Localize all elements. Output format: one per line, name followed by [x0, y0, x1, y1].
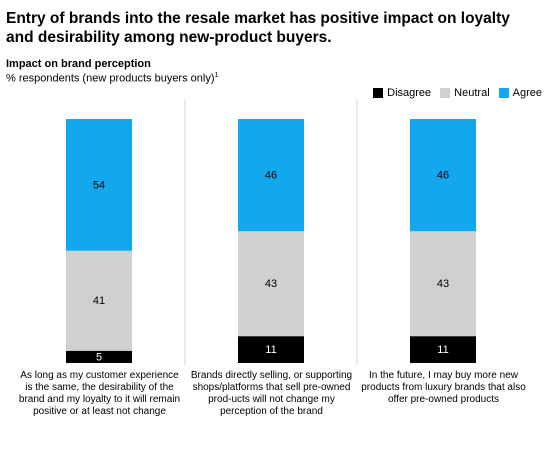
legend-label-neutral: Neutral: [454, 87, 490, 99]
bar-neutral-3: [410, 231, 476, 337]
data-label-neutral-3: 43: [437, 278, 449, 290]
bar-disagree-1: [66, 350, 132, 363]
category-label-2: Brands directly selling, or supporting s…: [190, 370, 353, 417]
legend-item-agree: Agree: [498, 87, 542, 99]
bar-disagree-2: [238, 336, 304, 363]
data-label-neutral-2: 43: [265, 278, 277, 290]
legend-item-disagree: Disagree: [373, 87, 431, 99]
legend: Disagree Neutral Agree: [364, 87, 542, 99]
legend-label-agree: Agree: [512, 87, 542, 99]
chart-subtitle: Impact on brand perception: [6, 58, 151, 70]
legend-label-disagree: Disagree: [387, 87, 432, 99]
data-label-agree-3: 46: [437, 170, 449, 182]
bar-agree-2: [238, 119, 304, 232]
bar-neutral-1: [66, 250, 132, 351]
data-label-disagree-1: 5: [96, 351, 102, 363]
category-label-3: In the future, I may buy more new produc…: [361, 370, 526, 405]
legend-swatch-disagree: [373, 88, 384, 98]
category-label-1: As long as my customer experience is the…: [18, 370, 181, 417]
data-label-disagree-3: 11: [437, 344, 448, 356]
legend-item-neutral: Neutral: [440, 87, 490, 99]
legend-swatch-agree: [498, 88, 509, 98]
footnote-marker: 1: [214, 72, 219, 79]
chart-title: Entry of brands into the resale market h…: [6, 10, 510, 46]
bar-agree-3: [410, 119, 476, 232]
bar-neutral-2: [238, 231, 304, 337]
legend-swatch-neutral: [440, 88, 451, 98]
data-label-agree-1: 54: [93, 179, 105, 191]
bar-agree-1: [66, 119, 132, 251]
note-text: % respondents (new products buyers only): [6, 72, 215, 85]
bar-disagree-3: [410, 336, 476, 363]
chart-note: % respondents (new products buyers only)…: [6, 72, 218, 85]
data-label-agree-2: 46: [265, 170, 277, 182]
stacked-bar-chart: 5 41 54 11 43 46 11 43 46: [66, 100, 476, 365]
data-label-neutral-1: 41: [93, 295, 105, 307]
data-label-disagree-2: 11: [265, 344, 276, 356]
